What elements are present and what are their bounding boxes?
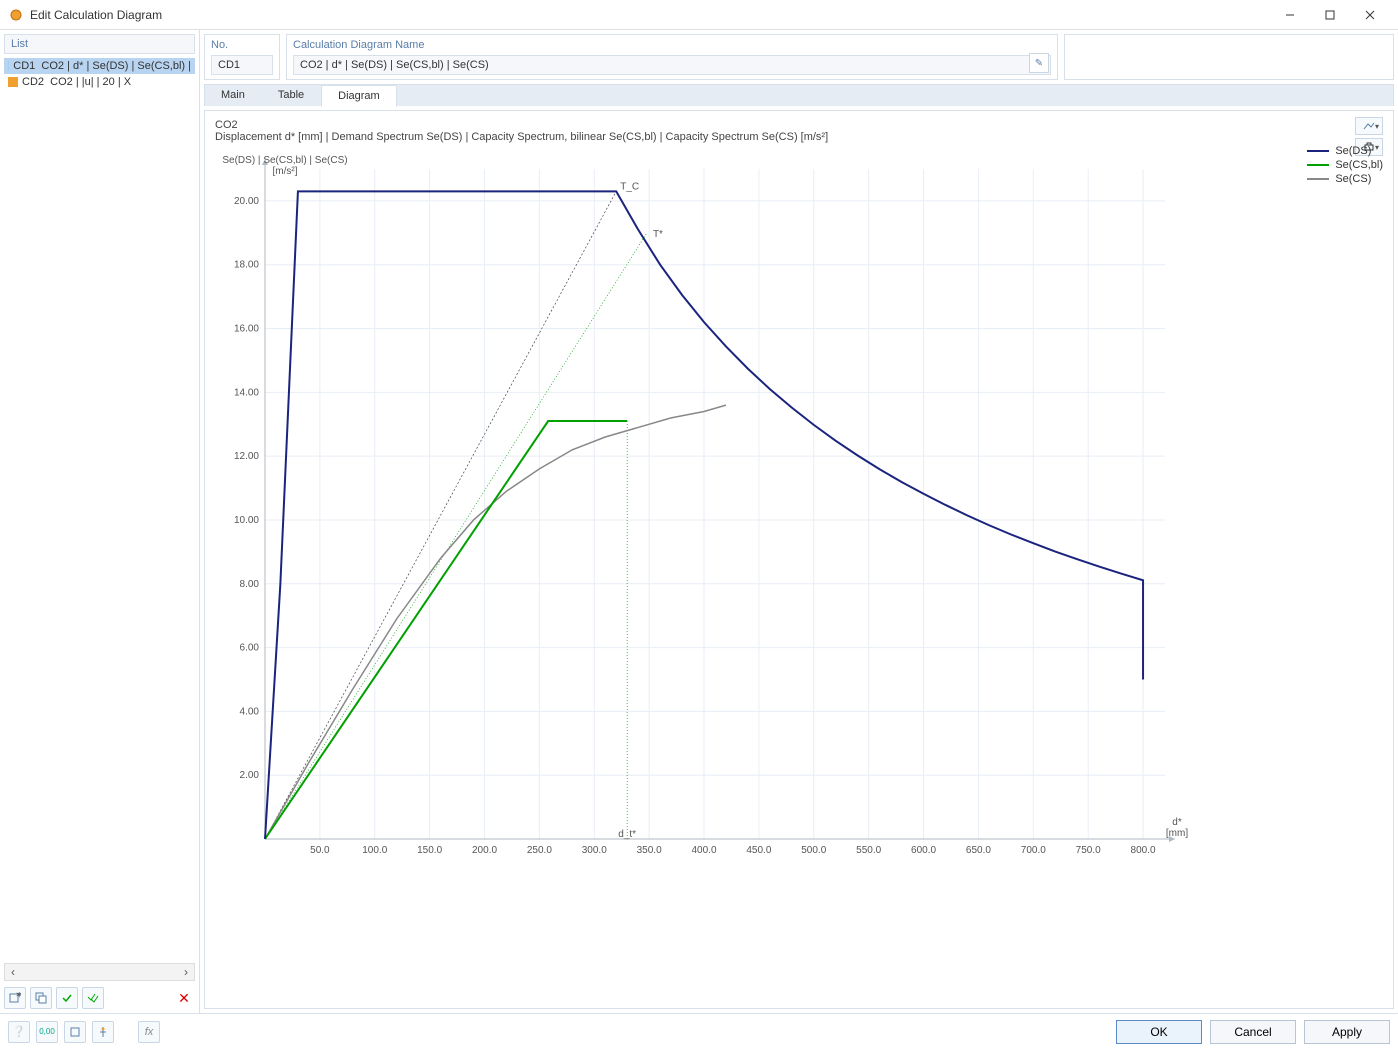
check-all-button[interactable] xyxy=(82,987,104,1009)
chart-svg: 50.0 100.0 150.0 200.0 250.0 300.0 350.0 400.0 4… xyxy=(215,149,1195,869)
svg-text:600.0: 600.0 xyxy=(911,845,936,856)
minimize-button[interactable] xyxy=(1270,1,1310,29)
app-icon xyxy=(8,7,24,23)
new-item-button[interactable]: ✶ xyxy=(4,987,26,1009)
scroll-right-icon[interactable]: › xyxy=(178,965,194,979)
check-button[interactable] xyxy=(56,987,78,1009)
bottom-bar: ❔ 0,00 fx OK Cancel Apply xyxy=(0,1013,1398,1049)
ok-button[interactable]: OK xyxy=(1116,1020,1202,1044)
svg-text:16.00: 16.00 xyxy=(234,324,259,335)
diagram-title-1: CO2 xyxy=(215,119,1383,131)
svg-text:700.0: 700.0 xyxy=(1021,845,1046,856)
svg-text:2.00: 2.00 xyxy=(240,770,260,781)
svg-text:8.00: 8.00 xyxy=(240,579,260,590)
window-title: Edit Calculation Diagram xyxy=(30,8,1270,22)
maximize-button[interactable] xyxy=(1310,1,1350,29)
name-label: Calculation Diagram Name xyxy=(293,39,1051,51)
svg-text:550.0: 550.0 xyxy=(856,845,881,856)
chart-type-button[interactable]: ▾ xyxy=(1355,117,1383,135)
view-1-button[interactable] xyxy=(64,1021,86,1043)
diagram-title-2: Displacement d* [mm] | Demand Spectrum S… xyxy=(215,131,1383,143)
svg-text:✶: ✶ xyxy=(15,992,21,1001)
svg-text:450.0: 450.0 xyxy=(746,845,771,856)
copy-item-button[interactable] xyxy=(30,987,52,1009)
scroll-left-icon[interactable]: ‹ xyxy=(5,965,21,979)
list-body: CD1 CO2 | d* | Se(DS) | Se(CS,bl) |CD2 C… xyxy=(4,58,195,961)
no-value[interactable] xyxy=(211,55,273,75)
delete-button[interactable]: ✕ xyxy=(173,987,195,1009)
close-button[interactable] xyxy=(1350,1,1390,29)
tab-main[interactable]: Main xyxy=(205,85,262,106)
list-panel: List CD1 CO2 | d* | Se(DS) | Se(CS,bl) |… xyxy=(0,30,200,1013)
svg-text:T_C: T_C xyxy=(620,181,639,192)
svg-text:200.0: 200.0 xyxy=(472,845,497,856)
no-label: No. xyxy=(211,39,273,51)
name-field-box: Calculation Diagram Name ✎ xyxy=(286,34,1058,80)
list-toolbar: ✶ ✕ xyxy=(0,983,199,1013)
titlebar: Edit Calculation Diagram xyxy=(0,0,1398,30)
svg-text:250.0: 250.0 xyxy=(527,845,552,856)
list-hscrollbar[interactable]: ‹ › xyxy=(4,963,195,981)
svg-text:350.0: 350.0 xyxy=(637,845,662,856)
svg-text:100.0: 100.0 xyxy=(362,845,387,856)
help-button[interactable]: ❔ xyxy=(8,1021,30,1043)
svg-text:18.00: 18.00 xyxy=(234,260,259,271)
svg-text:d_t*: d_t* xyxy=(618,829,636,840)
name-value[interactable] xyxy=(293,55,1051,75)
chart-area: 50.0 100.0 150.0 200.0 250.0 300.0 350.0 400.0 4… xyxy=(215,149,1383,869)
view-2-button[interactable] xyxy=(92,1021,114,1043)
svg-text:300.0: 300.0 xyxy=(582,845,607,856)
list-item-CD2[interactable]: CD2 CO2 | |u| | 20 | X xyxy=(4,74,195,90)
tab-diagram[interactable]: Diagram xyxy=(321,85,397,107)
svg-text:4.00: 4.00 xyxy=(240,706,260,717)
svg-text:Se(DS) | Se(CS,bl) | Se(CS)[m/: Se(DS) | Se(CS,bl) | Se(CS)[m/s²] xyxy=(222,155,347,177)
svg-text:12.00: 12.00 xyxy=(234,451,259,462)
svg-text:14.00: 14.00 xyxy=(234,387,259,398)
svg-text:10.00: 10.00 xyxy=(234,515,259,526)
no-field-box: No. xyxy=(204,34,280,80)
tab-bar: Main Table Diagram xyxy=(204,84,1394,106)
svg-text:500.0: 500.0 xyxy=(801,845,826,856)
fx-button[interactable]: fx xyxy=(138,1021,160,1043)
svg-text:800.0: 800.0 xyxy=(1131,845,1156,856)
svg-text:400.0: 400.0 xyxy=(692,845,717,856)
svg-text:150.0: 150.0 xyxy=(417,845,442,856)
apply-button[interactable]: Apply xyxy=(1304,1020,1390,1044)
svg-text:T*: T* xyxy=(653,229,663,240)
svg-text:50.0: 50.0 xyxy=(310,845,330,856)
diagram-panel: CO2 Displacement d* [mm] | Demand Spectr… xyxy=(204,110,1394,1009)
content-area: No. Calculation Diagram Name ✎ Main Tabl… xyxy=(200,30,1398,1013)
svg-text:750.0: 750.0 xyxy=(1076,845,1101,856)
edit-name-button[interactable]: ✎ xyxy=(1029,53,1049,73)
list-header: List xyxy=(4,34,195,54)
tab-table[interactable]: Table xyxy=(262,85,321,106)
svg-text:20.00: 20.00 xyxy=(234,196,259,207)
cancel-button[interactable]: Cancel xyxy=(1210,1020,1296,1044)
units-button[interactable]: 0,00 xyxy=(36,1021,58,1043)
svg-text:650.0: 650.0 xyxy=(966,845,991,856)
list-item-CD1[interactable]: CD1 CO2 | d* | Se(DS) | Se(CS,bl) | xyxy=(4,58,195,74)
svg-text:d*[mm]: d*[mm] xyxy=(1166,817,1188,839)
svg-text:6.00: 6.00 xyxy=(240,643,260,654)
header-spacer xyxy=(1064,34,1394,80)
